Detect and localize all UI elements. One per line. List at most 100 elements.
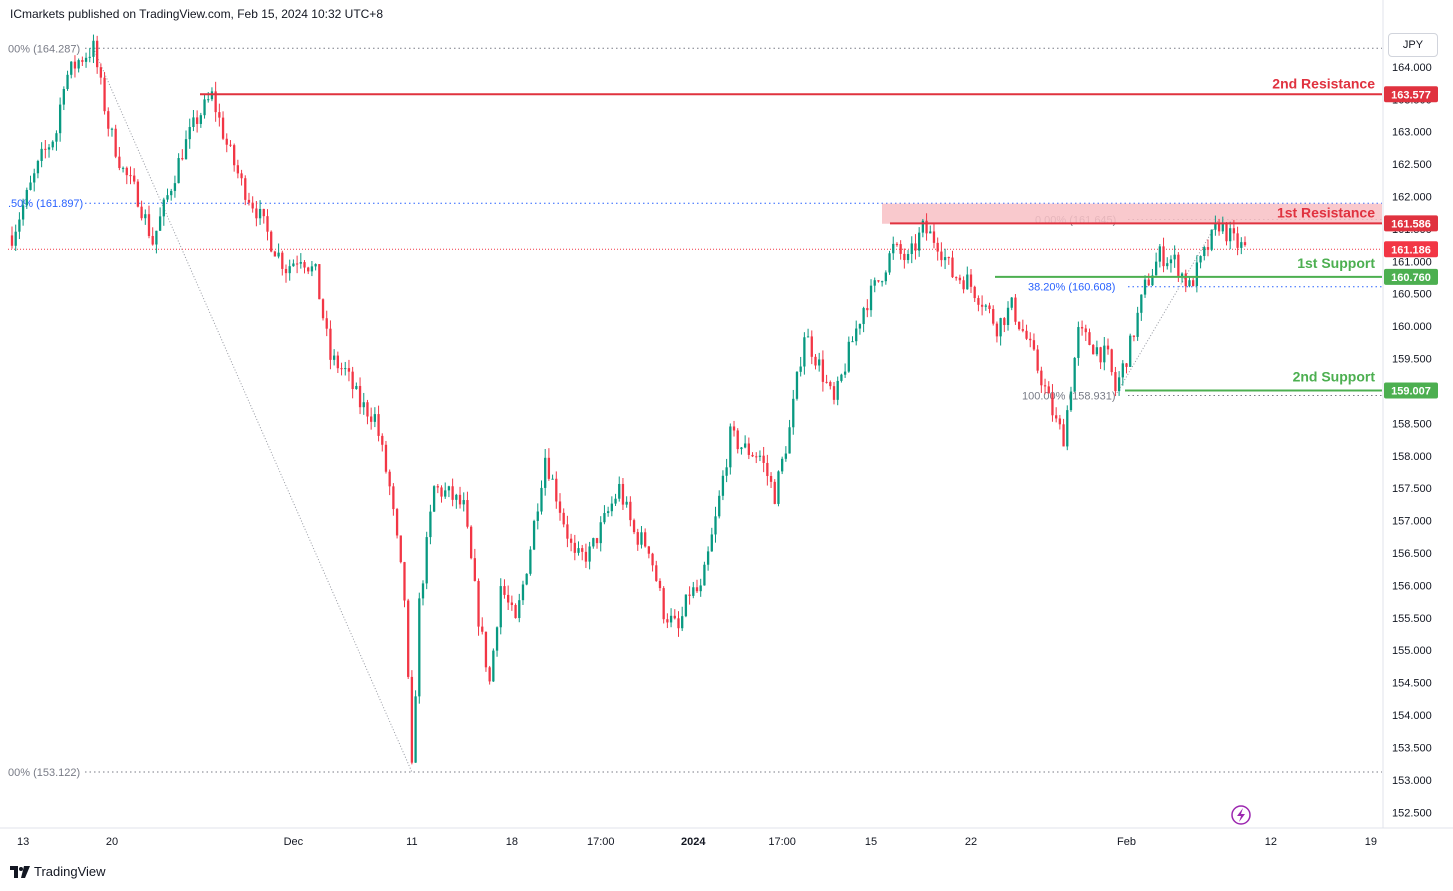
candle [310,260,314,277]
candle-body [1158,246,1161,262]
candle [469,525,473,560]
candle-body [455,494,458,500]
candle-body [229,144,232,146]
candle-body [181,158,184,160]
tradingview-logo[interactable]: TradingView [10,864,106,879]
candle [873,277,876,293]
candle-body [755,456,758,458]
candle-body [240,173,243,179]
candle-body [777,471,780,504]
zone-labels: 2nd Resistance 1st Resistance 1st Support 2… [1272,75,1375,384]
currency-badge[interactable]: JPY [1388,33,1438,57]
price-chart[interactable]: 00% (164.287) .50% (161.897) 00% (153.122)… [0,0,1453,860]
candle-body [36,160,40,174]
candle-body [1136,312,1139,337]
candle [792,389,795,435]
candle [55,130,58,151]
candle [1058,414,1062,430]
candle-body [1214,223,1217,230]
candle [832,382,836,405]
candle-body [1225,222,1228,242]
candle [1243,236,1247,247]
candle [955,276,958,281]
candle-body [410,676,414,763]
candle [514,603,517,619]
candle [758,450,762,462]
price-tick-label: 155.500 [1392,613,1432,625]
candle-body [947,257,950,259]
candle [592,537,595,549]
time-tick-label: 15 [865,836,877,848]
candle-body [236,165,240,174]
candle [910,236,913,264]
price-tick-label: 157.000 [1392,516,1432,528]
candle-body [503,586,506,595]
candle-body [592,538,595,547]
candle [1229,221,1232,250]
candle-body [1166,263,1169,267]
candle [384,440,388,474]
candle [577,541,580,556]
candle-body [1110,349,1113,373]
candle [421,580,425,606]
candle [599,516,602,552]
candle [303,260,306,274]
candle [706,546,710,571]
candle [355,382,358,390]
resistance-1-price-tag: 161.586 [1384,215,1438,232]
candle [681,606,684,632]
candle [521,580,525,605]
candle-body [162,199,165,217]
candle [695,579,699,593]
candle-body [547,457,551,479]
candle-body [714,516,717,535]
lightning-icon[interactable] [1231,805,1251,825]
candle [969,268,973,293]
candle-body [121,167,125,169]
candle-body [562,512,565,525]
candle [673,609,676,620]
candle [1014,294,1017,325]
candle-body [892,243,895,254]
candle-body [1180,273,1184,278]
support-1-price-tag: 160.760 [1384,268,1438,285]
candle [1121,360,1124,386]
candle-body [414,696,417,763]
candles [10,34,1247,765]
candle [144,209,147,225]
candle-body [747,443,750,455]
candle-body [473,558,476,581]
candle-body [651,553,654,566]
candle-body [418,598,421,697]
candle-body [843,371,847,375]
candle-body [829,382,832,387]
price-tick-label: 153.000 [1392,775,1432,787]
candle [836,376,839,406]
candle [1066,405,1069,451]
candle-body [681,616,684,629]
candle [718,490,721,519]
candle-body [1195,262,1199,286]
candle-body [621,483,625,505]
candle [307,266,310,275]
candle-body [969,274,973,287]
candle [777,470,780,507]
candle [1069,386,1073,412]
candle [895,242,899,247]
candle-body [73,61,77,69]
candle-body [710,534,713,552]
candle [606,506,610,517]
candle-body [792,398,795,428]
candle-body [1240,242,1243,248]
candle-body [510,602,514,606]
candle [655,560,658,582]
candle-body [951,257,954,278]
candle [21,198,25,226]
candle [899,240,902,260]
candle-body [66,74,69,90]
fib-right-label: 100.00% (158.931) [1022,390,1116,402]
resistance-1-zone [882,203,1382,224]
candle [110,127,114,137]
candle [843,363,847,378]
candle [721,470,725,501]
